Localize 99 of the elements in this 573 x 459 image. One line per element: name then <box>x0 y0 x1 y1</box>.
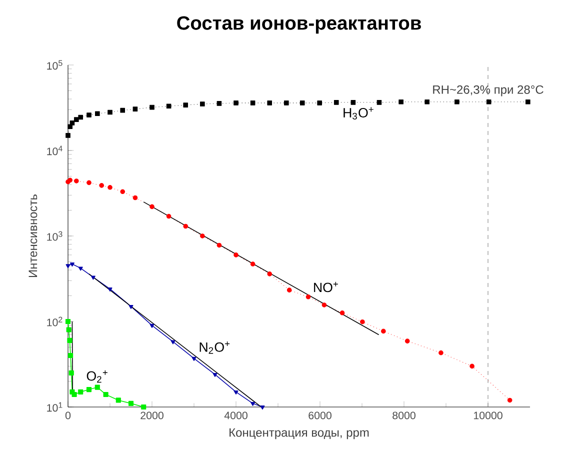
point <box>103 392 108 398</box>
x-axis-title: Концентрация воды, ppm <box>230 428 369 440</box>
point <box>141 404 146 410</box>
point <box>216 101 222 106</box>
point <box>150 324 154 328</box>
x-tick-label: 4000 <box>224 412 248 420</box>
point <box>306 294 311 300</box>
point <box>381 328 386 334</box>
point <box>234 252 238 258</box>
point <box>150 204 154 210</box>
point <box>170 340 176 344</box>
point <box>66 327 72 332</box>
point <box>250 262 256 266</box>
y-tick-label: 10$^{4}$ <box>47 146 62 156</box>
point <box>150 104 154 110</box>
point <box>340 310 345 316</box>
series-label: N$_{2}$O$^{+}$ <box>200 341 230 354</box>
point <box>250 402 256 406</box>
point <box>68 352 74 358</box>
y-tick-label: 10$^{1}$ <box>47 402 62 412</box>
point <box>68 124 73 130</box>
point <box>267 272 272 276</box>
point <box>86 112 92 118</box>
point <box>183 102 188 108</box>
series-label: H$_{3}$O$^{+}$ <box>344 107 374 120</box>
y-tick-label: 10$^{2}$ <box>47 316 62 326</box>
y-tick-label: 10$^{5}$ <box>47 60 62 70</box>
point <box>86 180 92 186</box>
point <box>132 195 138 200</box>
point <box>128 400 134 406</box>
point <box>116 398 121 403</box>
point <box>376 100 382 105</box>
x-tick-label: 10000 <box>474 412 502 420</box>
y-tick-label: 10$^{3}$ <box>47 231 62 241</box>
series-label: O$_{2}$+ <box>86 370 108 383</box>
point <box>99 183 104 188</box>
point <box>360 319 365 324</box>
point <box>183 224 188 229</box>
point <box>267 100 272 106</box>
point <box>120 108 126 113</box>
series-label: NO$^{+}$ <box>314 282 338 292</box>
point <box>200 234 205 238</box>
point <box>108 185 112 190</box>
point <box>284 100 289 106</box>
point <box>108 288 112 292</box>
point <box>212 373 218 378</box>
point <box>132 106 138 112</box>
point <box>507 398 512 403</box>
y-axis-title: Интенсивность <box>28 194 38 278</box>
point <box>260 406 265 410</box>
point <box>424 100 430 104</box>
point <box>66 133 70 138</box>
point <box>166 214 172 219</box>
point <box>128 304 134 309</box>
point <box>398 100 404 104</box>
point <box>334 100 339 105</box>
point <box>66 264 70 268</box>
point <box>74 117 79 122</box>
point <box>94 384 100 390</box>
point <box>70 120 75 126</box>
point <box>234 100 238 106</box>
point <box>68 370 74 376</box>
point <box>526 100 530 104</box>
point <box>70 262 74 267</box>
point <box>216 242 222 248</box>
point <box>192 356 196 361</box>
x-tick-label: 2000 <box>140 412 164 420</box>
point <box>78 266 83 271</box>
point <box>200 102 205 106</box>
point <box>67 338 72 343</box>
chart-title: Состав ионов-реактантов <box>177 16 421 34</box>
point <box>108 110 112 115</box>
point <box>454 100 460 104</box>
x-tick-label: 0 <box>65 412 71 420</box>
point <box>250 100 256 106</box>
point <box>317 100 322 106</box>
point <box>470 364 474 369</box>
point <box>300 100 305 106</box>
point <box>438 350 444 356</box>
point <box>95 111 100 116</box>
ref-line-label: RH~26,3% при 28°C <box>433 85 544 96</box>
point <box>65 318 71 324</box>
point <box>322 302 327 308</box>
point <box>486 100 492 104</box>
point <box>78 389 84 394</box>
x-tick-label: 6000 <box>308 412 332 420</box>
point <box>68 178 73 183</box>
point <box>86 387 92 392</box>
point <box>166 104 172 109</box>
point <box>72 392 77 398</box>
point <box>78 114 84 120</box>
point <box>120 189 126 194</box>
point <box>404 338 410 344</box>
point <box>286 288 292 292</box>
point <box>234 390 238 394</box>
x-tick-label: 8000 <box>392 412 416 420</box>
point <box>350 100 356 105</box>
point <box>90 276 96 280</box>
point <box>74 178 79 184</box>
